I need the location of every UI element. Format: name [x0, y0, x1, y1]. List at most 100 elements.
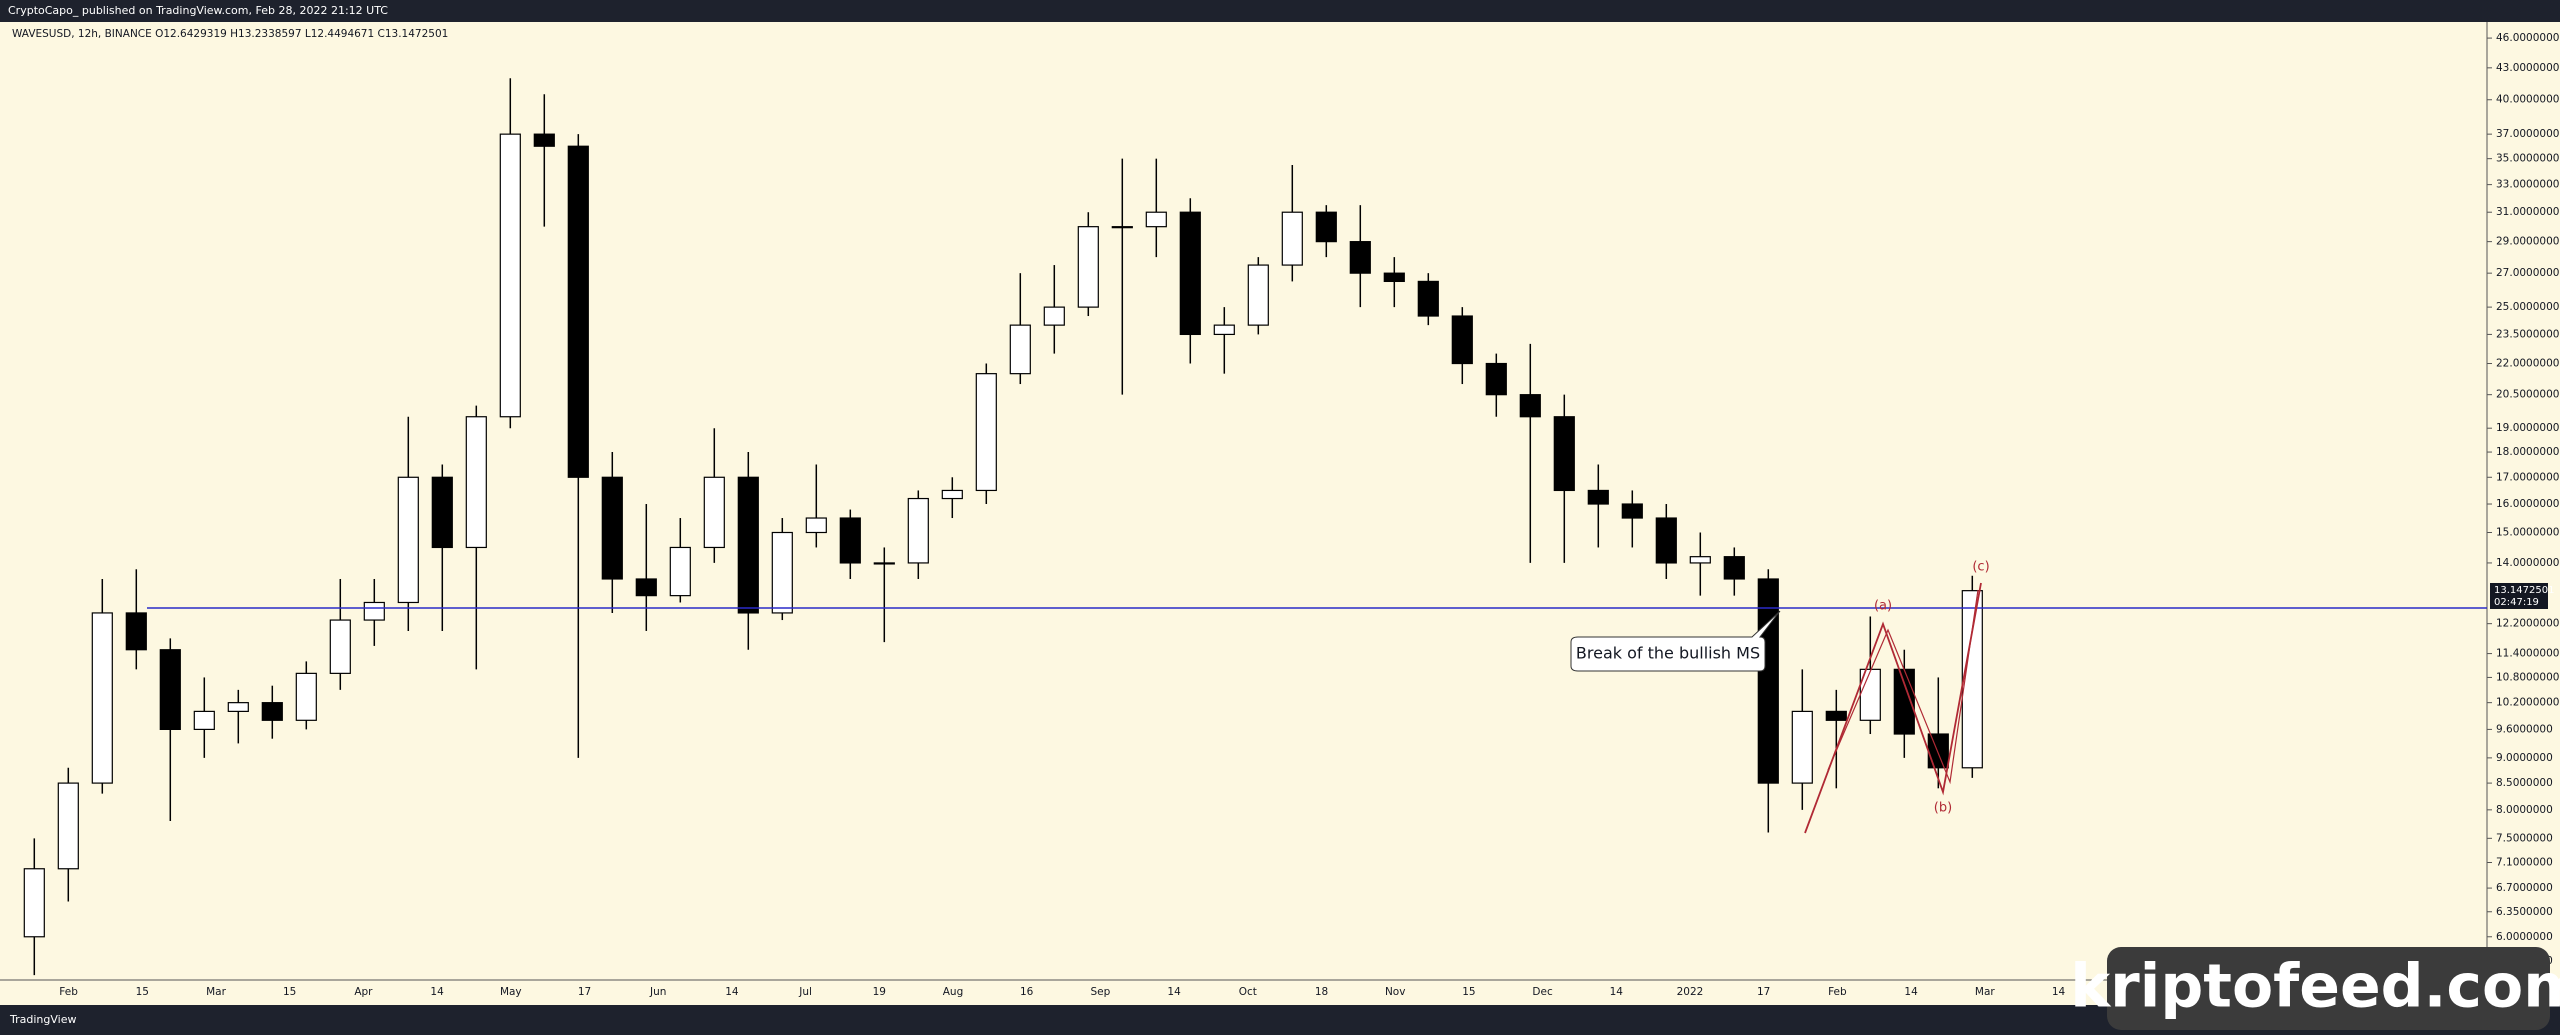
y-tick-label: 15.0000000 [2496, 526, 2559, 538]
wave-drawing: (a) (b) (c) [1804, 560, 1990, 834]
candle-body [1043, 306, 1065, 326]
x-tick-label: Sep [1091, 986, 1111, 998]
candle-body [1213, 324, 1235, 336]
wave-label: (a) [1874, 599, 1892, 614]
candle-body [703, 476, 725, 549]
y-tick-label: 37.0000000 [2496, 128, 2559, 140]
top-bar [0, 0, 2560, 22]
candle-body [533, 133, 555, 147]
y-tick-label: 6.3500000 [2496, 906, 2553, 918]
candle-body [1417, 280, 1439, 317]
candle-body [1111, 226, 1133, 229]
price-axis: 46.0000000 43.0000000 40.0000000 37.0000000… [2487, 32, 2559, 967]
y-tick-label: 9.0000000 [2496, 752, 2553, 764]
candle-body [1519, 394, 1541, 418]
candle-body [975, 373, 997, 492]
x-tick-label: 14 [1167, 986, 1181, 998]
x-tick-label: Nov [1385, 986, 1406, 998]
candle-body [465, 416, 487, 549]
x-tick-label: Oct [1239, 986, 1257, 998]
candle-body [1689, 556, 1711, 564]
x-tick-label: Mar [206, 986, 226, 998]
y-tick-label: 22.0000000 [2496, 358, 2559, 370]
y-tick-label: 10.8000000 [2496, 671, 2559, 683]
candle-body [1757, 578, 1779, 784]
last-price: 13.1472501 [2494, 585, 2554, 596]
y-tick-label: 9.6000000 [2496, 723, 2553, 735]
candle-body [635, 578, 657, 597]
x-tick-label: 14 [1610, 986, 1624, 998]
x-tick-label: 14 [1904, 986, 1918, 998]
x-tick-label: May [500, 986, 522, 998]
x-tick-label: Mar [1975, 986, 1995, 998]
last-price-box [2490, 583, 2548, 609]
candle-body [1655, 517, 1677, 564]
candles [23, 78, 1983, 976]
candle-body [873, 562, 895, 565]
x-tick-label: Dec [1532, 986, 1553, 998]
y-tick-label: 14.0000000 [2496, 557, 2559, 569]
annotation-text: Break of the bullish MS [1576, 644, 1760, 663]
candle-body [499, 133, 521, 418]
wave-path-2 [1827, 589, 1979, 785]
candle-body [805, 517, 827, 534]
candle-body [669, 546, 691, 597]
annotation-box [1570, 610, 1781, 672]
wave-label: (b) [1934, 801, 1952, 816]
y-tick-label: 35.0000000 [2496, 153, 2559, 165]
candle-body [159, 649, 181, 731]
brand: TradingView [9, 1013, 76, 1026]
candle-body [1281, 211, 1303, 266]
candle-body [1621, 503, 1643, 519]
x-tick-label: 19 [873, 986, 886, 998]
y-tick-label: 6.0000000 [2496, 931, 2553, 943]
wave-path [1804, 582, 1982, 834]
candle-body [329, 619, 351, 674]
y-tick-label: 43.0000000 [2496, 62, 2559, 74]
candle-body [1349, 241, 1371, 274]
x-tick-label: Feb [59, 986, 78, 998]
y-tick-label: 20.5000000 [2496, 389, 2559, 401]
y-tick-label: 11.4000000 [2496, 648, 2559, 660]
candle-body [261, 702, 283, 721]
countdown: 02:47:19 [2494, 597, 2539, 608]
x-tick-label: 14 [725, 986, 739, 998]
x-tick-label: 14 [430, 986, 444, 998]
candle-body [839, 517, 861, 564]
y-tick-label: 16.0000000 [2496, 498, 2559, 510]
y-tick-label: 8.0000000 [2496, 804, 2553, 816]
candle-body [1451, 315, 1473, 365]
y-tick-label: 17.0000000 [2496, 471, 2559, 483]
y-tick-label: 18.0000000 [2496, 446, 2559, 458]
candle-body [1077, 226, 1099, 308]
candle-body [23, 868, 45, 938]
y-tick-label: 29.0000000 [2496, 236, 2559, 248]
candle-body [1927, 733, 1949, 769]
candle-body [941, 489, 963, 500]
watermark: kriptofeed.com [2070, 952, 2560, 1022]
candle-body [227, 702, 249, 712]
candle-body [1723, 556, 1745, 580]
candle-body [295, 672, 317, 721]
wave-label: (c) [1972, 560, 1989, 575]
x-tick-label: 14 [2052, 986, 2066, 998]
y-tick-label: 33.0000000 [2496, 179, 2559, 191]
candle-body [1315, 211, 1337, 243]
candle-body [771, 531, 793, 614]
candle-body [1961, 590, 1983, 769]
x-tick-label: 16 [1020, 986, 1034, 998]
y-tick-label: 25.0000000 [2496, 301, 2559, 313]
symbol-legend: WAVESUSD, 12h, BINANCE O12.6429319 H13.2… [12, 28, 448, 40]
candle-body [1145, 211, 1167, 228]
candle-body [57, 782, 79, 870]
time-axis: Feb 15 Mar 15 Apr 14 May 17 Jun 14 Jul 19 Aug 16 Sep 14… [59, 986, 2142, 998]
x-tick-label: 2022 [1677, 986, 1704, 998]
y-tick-label: 19.0000000 [2496, 422, 2559, 434]
x-tick-label: 18 [1315, 986, 1328, 998]
y-tick-label: 12.2000000 [2496, 618, 2559, 630]
x-tick-label: Jun [649, 986, 666, 998]
y-tick-label: 7.5000000 [2496, 832, 2553, 844]
annotation: Break of the bullish MS [1570, 610, 1781, 672]
y-tick-label: 46.0000000 [2496, 32, 2559, 44]
